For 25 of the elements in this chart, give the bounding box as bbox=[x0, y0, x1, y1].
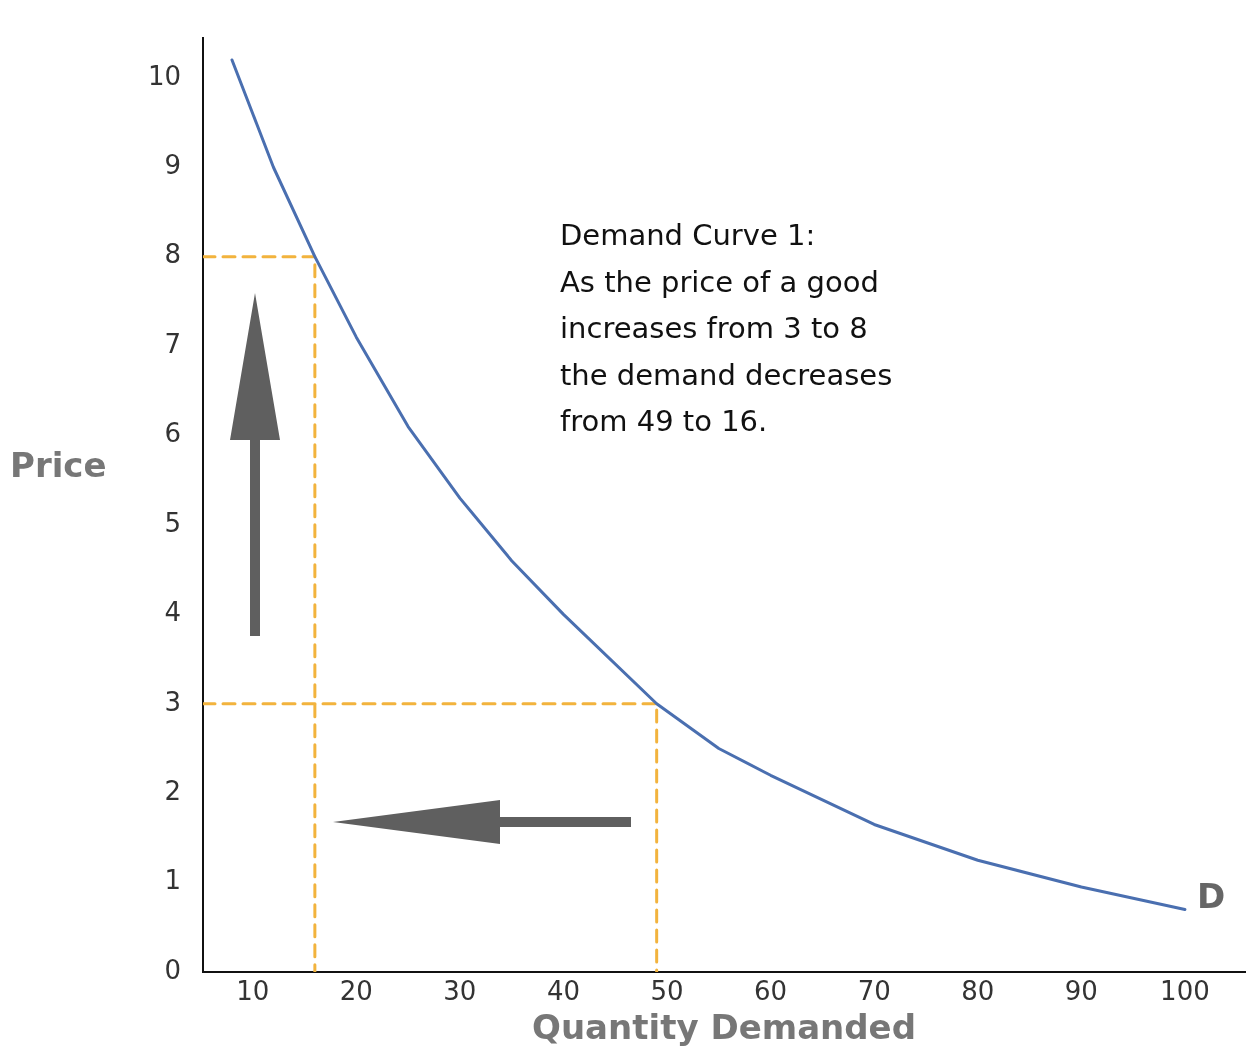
y-tick-label: 4 bbox=[164, 597, 181, 628]
y-tick-label: 1 bbox=[164, 865, 181, 896]
x-tick-label: 60 bbox=[754, 976, 788, 1007]
y-tick-label: 2 bbox=[164, 775, 181, 806]
y-tick-label: 3 bbox=[164, 686, 181, 717]
x-tick-label: 40 bbox=[546, 976, 580, 1007]
series-label: D bbox=[1196, 876, 1226, 917]
x-tick-label: 30 bbox=[443, 976, 477, 1007]
x-tick-label: 50 bbox=[650, 976, 684, 1007]
x-tick-label: 90 bbox=[1064, 976, 1098, 1007]
x-tick-label: 70 bbox=[857, 976, 891, 1007]
x-tick-label: 20 bbox=[339, 976, 373, 1007]
y-tick-label: 9 bbox=[164, 150, 181, 180]
y-tick-label: 0 bbox=[164, 954, 181, 985]
y-tick-label: 10 bbox=[147, 60, 181, 91]
y-tick-label: 6 bbox=[164, 418, 181, 449]
x-tick-label: 100 bbox=[1160, 976, 1210, 1007]
x-tick-label: 80 bbox=[961, 976, 995, 1007]
y-tick-label: 5 bbox=[164, 507, 181, 538]
annotation: Demand Curve 1: As the price of a good increases from 3 to 8 the demand decreases from 49 to 16. bbox=[560, 217, 893, 440]
x-axis-title: Quantity Demanded bbox=[531, 1007, 917, 1048]
y-tick-label: 7 bbox=[164, 328, 181, 359]
x-tick-label: 10 bbox=[236, 976, 270, 1007]
y-tick-label: 8 bbox=[164, 239, 181, 270]
y-axis-title: Price bbox=[10, 445, 107, 485]
